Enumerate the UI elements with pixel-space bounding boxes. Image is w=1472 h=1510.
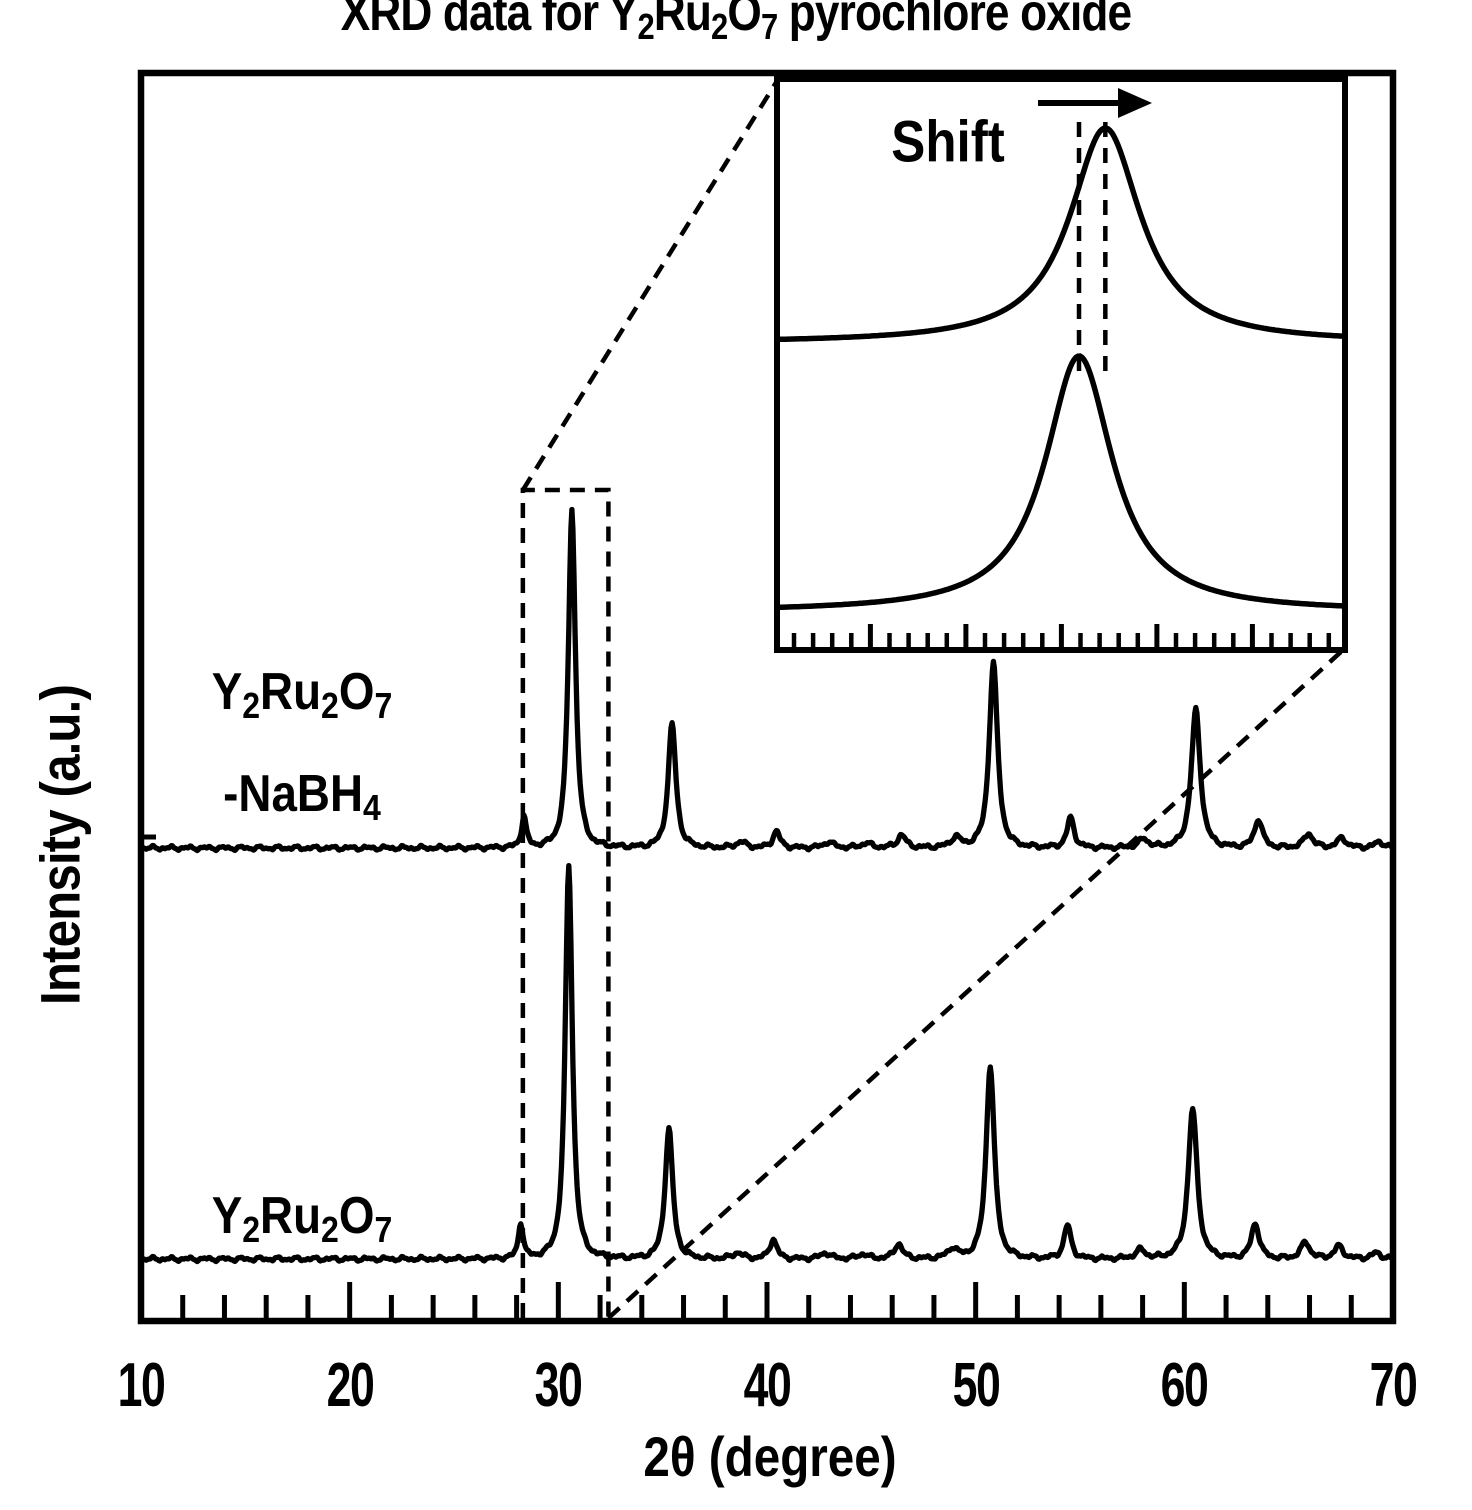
- x-tick-label: 40: [743, 1351, 792, 1420]
- shift-arrow-icon: [1038, 88, 1152, 118]
- inset-shift-annotation: Shift: [891, 109, 1005, 175]
- zoom-region-dashed-box: [520, 487, 611, 1318]
- plot-border: [137, 69, 1397, 1325]
- x-tick-label: 50: [952, 1351, 1000, 1420]
- y-axis-label: Intensity (a.u.): [28, 685, 92, 1005]
- x-tick-label: 30: [534, 1351, 583, 1420]
- inset-box: [774, 76, 1348, 653]
- x-tick-label: 60: [1160, 1351, 1209, 1420]
- curve-nabh4-treated: [138, 506, 1396, 854]
- curve-pristine: [138, 862, 1396, 1265]
- series-label-nabh4: Y2Ru2O7 -NaBH4: [212, 648, 393, 852]
- x-tick-label: 20: [326, 1351, 374, 1420]
- chart-title: XRD data for Y2Ru2O7 pyrochlore oxide: [340, 0, 1132, 48]
- x-tick-label: 10: [117, 1351, 166, 1420]
- x-axis-ticks: [138, 1282, 1396, 1318]
- zoom-connector-lines: [520, 79, 1345, 1320]
- series-label-pristine: Y2Ru2O7: [212, 1172, 393, 1274]
- x-axis-label: 2θ (degree): [643, 1425, 897, 1488]
- series-label-line: Y2Ru2O7: [211, 663, 393, 727]
- series-label-line: Y2Ru2O7: [211, 1187, 393, 1251]
- x-tick-label: 70: [1369, 1351, 1418, 1420]
- inset-axis-ticks: [791, 624, 1332, 647]
- inset-peak-guide-lines: [1076, 122, 1108, 380]
- inset-curves: [777, 125, 1345, 611]
- series-label-line: -NaBH4: [223, 765, 381, 829]
